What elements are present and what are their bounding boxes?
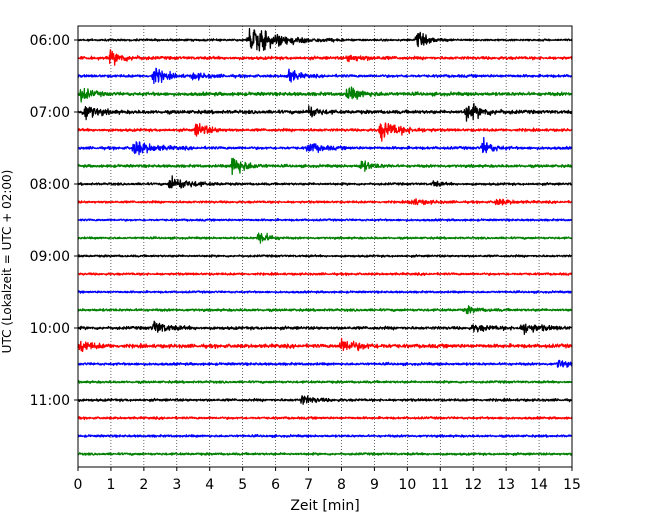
trace-row-0845: [77, 232, 573, 244]
x-axis-ticks: 0 1 2 3 4 5 6 7 8 9 10 11 12 13 14 15: [74, 467, 581, 493]
trace-row-0745: [77, 157, 573, 176]
x-tick-label: 8: [337, 477, 346, 493]
trace-row-0715: [77, 122, 573, 142]
trace-row-0645: [77, 86, 573, 103]
y-tick-label: 09:00: [30, 249, 70, 265]
trace-row-0700: [77, 102, 573, 122]
trace-row-1100: [77, 395, 573, 405]
y-tick-label: 06:00: [30, 33, 70, 49]
x-tick-label: 7: [304, 477, 313, 493]
plot-frame: [77, 25, 573, 468]
trace-row-0915: [77, 271, 573, 277]
trace-row-1130: [77, 433, 573, 439]
x-tick-label: 2: [139, 477, 148, 493]
x-tick-label: 14: [530, 477, 548, 493]
trace-row-0900: [77, 254, 573, 258]
x-tick-label: 11: [431, 477, 449, 493]
trace-row-1145: [77, 451, 573, 457]
trace-row-0630: [77, 67, 573, 85]
trace-row-0945: [77, 305, 573, 315]
trace-row-1015: [77, 337, 573, 353]
x-tick-label: 15: [563, 477, 581, 493]
x-tick-label: 6: [271, 477, 280, 493]
y-axis-ticks: 06:00 07:00 08:00 09:00 10:00 11:00: [30, 33, 78, 409]
trace-row-0830: [77, 218, 573, 222]
x-tick-label: 0: [74, 477, 83, 493]
y-tick-label: 08:00: [30, 177, 70, 193]
x-tick-label: 5: [238, 477, 247, 493]
seismogram-traces: [77, 27, 573, 457]
trace-row-1115: [77, 415, 573, 421]
x-tick-label: 3: [172, 477, 181, 493]
x-tick-label: 1: [106, 477, 115, 493]
x-tick-label: 13: [497, 477, 515, 493]
x-tick-label: 4: [205, 477, 214, 493]
trace-row-0730: [77, 136, 573, 156]
x-axis-label: Zeit [min]: [290, 498, 359, 514]
y-tick-label: 07:00: [30, 105, 70, 121]
y-tick-label: 11:00: [30, 393, 70, 409]
trace-row-0615: [77, 49, 573, 66]
x-tick-label: 12: [464, 477, 482, 493]
y-axis-label: UTC (Lokalzeit = UTC + 02:00): [0, 170, 14, 354]
trace-row-0600: [77, 27, 573, 52]
x-tick-label: 10: [398, 477, 416, 493]
trace-row-1030: [77, 359, 573, 368]
trace-row-0800: [77, 175, 573, 189]
trace-row-1045: [77, 379, 573, 385]
trace-row-0815: [77, 198, 573, 206]
trace-row-0930: [77, 290, 573, 294]
trace-row-1000: [77, 320, 573, 335]
y-tick-label: 10:00: [30, 321, 70, 337]
x-tick-label: 9: [370, 477, 379, 493]
